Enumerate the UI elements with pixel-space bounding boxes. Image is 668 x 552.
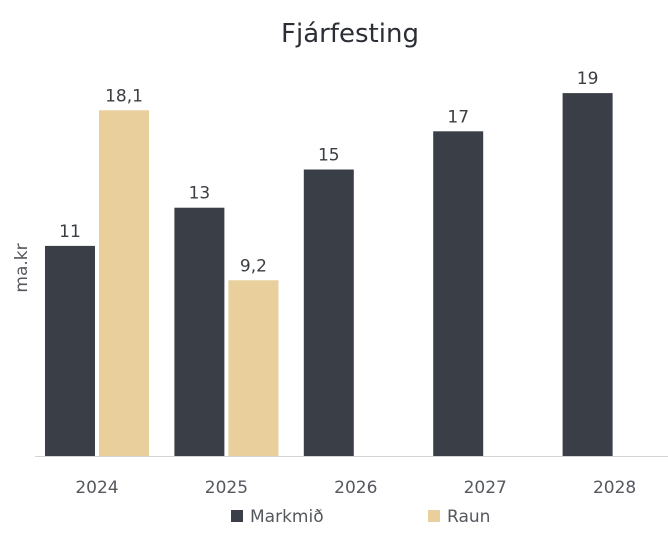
data-label-markmi--2026: 15 [318, 146, 340, 166]
data-label-raun-2025: 9,2 [240, 256, 267, 276]
y-axis-label: ma.kr [12, 243, 32, 292]
data-labels-group: 11 18,1 13 9,2 15 17 19 [59, 69, 598, 276]
data-label-markmi--2027: 17 [447, 107, 469, 127]
legend-label-raun: Raun [447, 507, 490, 527]
x-tick-labels-group: 2024 2025 2026 2027 2028 [75, 478, 636, 498]
bar-markmi--2025 [174, 207, 225, 456]
x-tick-label-2027: 2027 [464, 478, 507, 498]
x-tick-label-2026: 2026 [334, 478, 377, 498]
legend-swatch-markmi- [231, 510, 243, 522]
data-label-markmi--2025: 13 [189, 184, 211, 204]
legend: Markmið Raun [231, 507, 490, 527]
bar-markmi--2024 [45, 245, 95, 456]
legend-swatch-raun [428, 510, 440, 522]
x-tick-label-2025: 2025 [205, 478, 248, 498]
bar-raun-2024 [99, 110, 149, 456]
x-tick-label-2028: 2028 [593, 478, 636, 498]
legend-label-markmi-: Markmið [250, 507, 324, 527]
data-label-markmi--2028: 19 [577, 69, 599, 89]
bar-markmi--2028 [562, 93, 613, 456]
bar-markmi--2026 [303, 169, 354, 456]
bar-raun-2025 [228, 280, 279, 456]
bar-markmi--2027 [433, 131, 484, 457]
chart-title: Fjárfesting [281, 19, 419, 49]
data-label-markmi--2024: 11 [59, 222, 81, 242]
bars-group [45, 93, 613, 457]
data-label-raun-2024: 18,1 [105, 86, 143, 106]
x-tick-label-2024: 2024 [75, 478, 118, 498]
